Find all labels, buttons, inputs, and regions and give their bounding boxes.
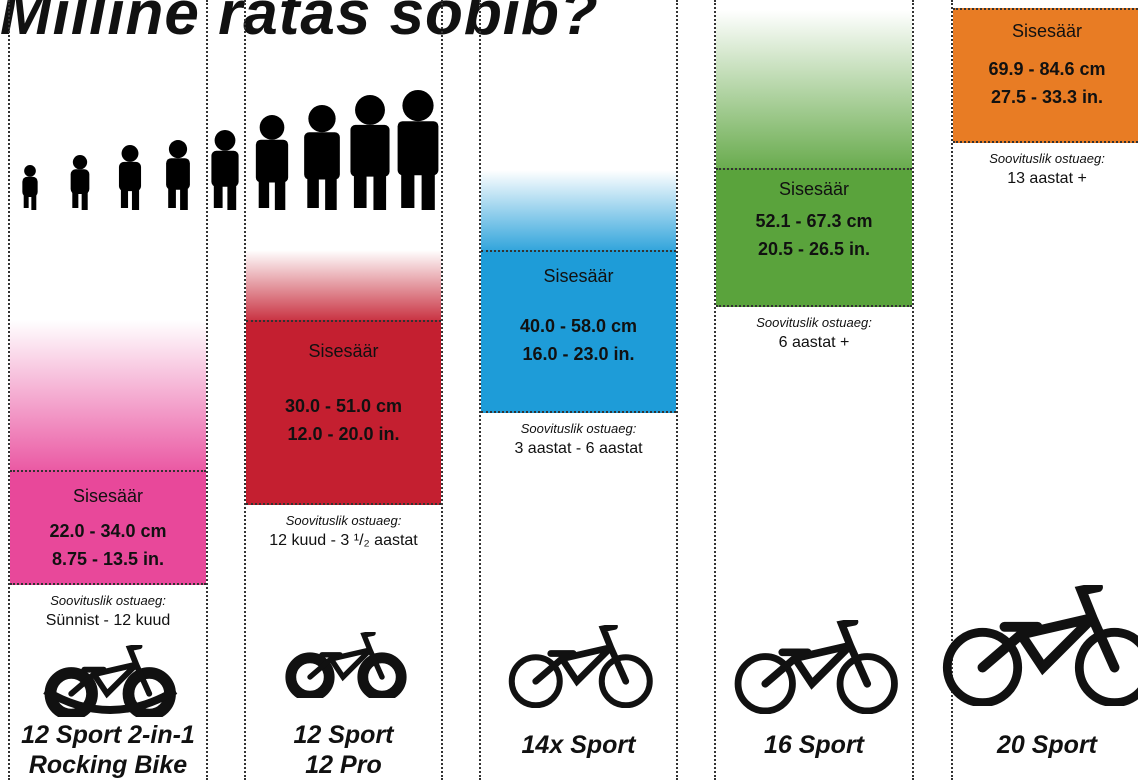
age-note: Soovituslik ostuaeg: [481, 421, 676, 436]
age-range: Sünnist - 12 kuud [10, 612, 206, 630]
model-name: 12 Sport 2-in-1 [10, 720, 206, 750]
size-box: Sisesäär 52.1 - 67.3 cm 20.5 - 26.5 in. [716, 168, 912, 307]
size-box: Sisesäär 30.0 - 51.0 cm 12.0 - 20.0 in. [246, 320, 441, 505]
inseam-cm: 30.0 - 51.0 cm [246, 396, 441, 417]
inseam-in: 8.75 - 13.5 in. [10, 549, 206, 570]
frame [765, 622, 867, 684]
column: Sisesäär 22.0 - 34.0 cm 8.75 - 13.5 in. Soo… [8, 0, 208, 780]
model-name: 20 Sport [953, 730, 1138, 760]
column: Sisesäär 52.1 - 67.3 cm 20.5 - 26.5 in. Soo… [714, 0, 914, 780]
age-note: Soovituslik ostuaeg: [953, 151, 1138, 166]
kid-head [215, 130, 236, 151]
bike-icon [727, 620, 906, 714]
inseam-cm: 69.9 - 84.6 cm [953, 59, 1138, 80]
size-box: Sisesäär 69.9 - 84.6 cm 27.5 - 33.3 in. [953, 8, 1138, 143]
gradient [246, 250, 441, 320]
inseam-cm: 40.0 - 58.0 cm [481, 316, 676, 337]
age-range: 12 kuud - 3 ¹/₂ aastat [246, 532, 441, 550]
size-box: Sisesäär 40.0 - 58.0 cm 16.0 - 23.0 in. [481, 250, 676, 413]
inseam-cm: 52.1 - 67.3 cm [716, 211, 912, 232]
inseam-in: 27.5 - 33.3 in. [953, 87, 1138, 108]
bike-icon [502, 625, 660, 708]
bike-icon [42, 645, 179, 717]
inseam-in: 16.0 - 23.0 in. [481, 344, 676, 365]
kid-leg [227, 170, 236, 210]
age-note: Soovituslik ostuaeg: [10, 593, 206, 608]
inseam-label: Sisesäär [481, 266, 676, 287]
column: Sisesäär 40.0 - 58.0 cm 16.0 - 23.0 in. Soo… [479, 0, 678, 780]
inseam-in: 12.0 - 20.0 in. [246, 424, 441, 445]
column: Sisesäär 30.0 - 51.0 cm 12.0 - 20.0 in. Soo… [244, 0, 443, 780]
column: Sisesäär 69.9 - 84.6 cm 27.5 - 33.3 in. Soo… [951, 0, 1138, 780]
age-range: 6 aastat + [716, 334, 912, 352]
age-note: Soovituslik ostuaeg: [246, 513, 441, 528]
bike-icon [933, 585, 1138, 706]
age-range: 13 aastat + [953, 170, 1138, 188]
kid-leg [214, 170, 223, 208]
inseam-label: Sisesäär [716, 179, 912, 200]
inseam-in: 20.5 - 26.5 in. [716, 239, 912, 260]
age-range: 3 aastat - 6 aastat [481, 440, 676, 458]
gradient [481, 170, 676, 250]
age-note: Soovituslik ostuaeg: [716, 315, 912, 330]
gradient [10, 320, 206, 470]
frame [71, 646, 149, 693]
model-name: 12 Pro [246, 750, 441, 780]
model-name: 14x Sport [481, 730, 676, 760]
page: {"title": "Milline ratas sobib?", "colum… [0, 0, 1138, 780]
inseam-label: Sisesäär [953, 21, 1138, 42]
size-box: Sisesäär 22.0 - 34.0 cm 8.75 - 13.5 in. [10, 470, 206, 585]
inseam-label: Sisesäär [246, 341, 441, 362]
inseam-cm: 22.0 - 34.0 cm [10, 521, 206, 542]
model-name: 16 Sport [716, 730, 912, 760]
inseam-label: Sisesäär [10, 486, 206, 507]
bike-icon [283, 632, 409, 698]
frame [536, 627, 626, 682]
frame [982, 587, 1114, 667]
frame [310, 633, 382, 677]
gradient [716, 10, 912, 168]
model-name: 12 Sport [246, 720, 441, 750]
model-name: Rocking Bike [10, 750, 206, 780]
